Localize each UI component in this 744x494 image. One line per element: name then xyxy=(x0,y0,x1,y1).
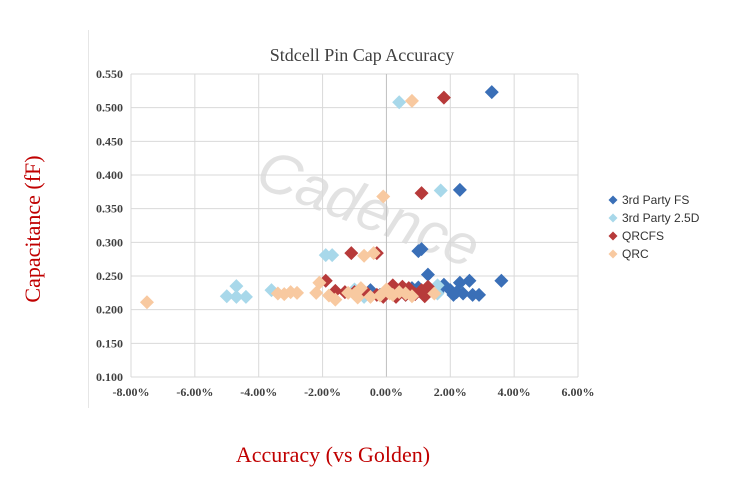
data-point xyxy=(392,95,407,110)
data-point xyxy=(494,273,509,288)
legend-marker xyxy=(608,195,618,205)
y-tick-label: 0.400 xyxy=(96,168,123,182)
x-tick-label: -8.00% xyxy=(113,385,150,399)
y-tick-label: 0.100 xyxy=(96,370,123,384)
data-point xyxy=(456,286,471,301)
data-point xyxy=(139,295,154,310)
y-tick-label: 0.550 xyxy=(96,67,123,81)
y-tick-label: 0.450 xyxy=(96,134,123,148)
data-point xyxy=(219,289,234,304)
x-tick-label: -4.00% xyxy=(240,385,277,399)
data-point xyxy=(404,93,419,108)
y-tick-label: 0.500 xyxy=(96,101,123,115)
data-point xyxy=(452,182,467,197)
legend-label: QRC xyxy=(622,247,649,261)
x-tick-label: -6.00% xyxy=(176,385,213,399)
legend-label: 3rd Party FS xyxy=(622,193,689,207)
data-point xyxy=(376,189,391,204)
x-axis-title: Accuracy (vs Golden) xyxy=(236,442,430,467)
x-tick-label: 4.00% xyxy=(498,385,531,399)
grid-lines xyxy=(130,73,579,378)
data-point xyxy=(404,289,419,304)
data-point xyxy=(344,246,359,261)
data-point xyxy=(484,85,499,100)
x-tick-label: 2.00% xyxy=(434,385,467,399)
y-tick-label: 0.250 xyxy=(96,269,123,283)
chart-title: Stdcell Pin Cap Accuracy xyxy=(270,45,454,65)
data-point xyxy=(436,90,451,105)
data-point xyxy=(414,186,429,201)
data-point xyxy=(462,273,477,288)
data-point xyxy=(379,282,394,297)
x-tick-label: 6.00% xyxy=(562,385,595,399)
legend-marker xyxy=(608,213,618,223)
legend-label: 3rd Party 2.5D xyxy=(622,211,700,225)
data-point xyxy=(427,286,442,301)
data-point xyxy=(229,279,244,294)
legend: 3rd Party FS 3rd Party 2.5D QRCFS QRC xyxy=(608,193,700,261)
legend-marker xyxy=(608,249,618,259)
y-tick-label: 0.300 xyxy=(96,235,123,249)
data-point xyxy=(238,289,253,304)
data-point xyxy=(420,267,435,282)
y-axis-title: Capacitance (fF) xyxy=(20,155,45,302)
data-point xyxy=(318,248,333,263)
data-point xyxy=(290,285,305,300)
data-points xyxy=(139,85,509,310)
x-tick-label: -2.00% xyxy=(304,385,341,399)
data-point xyxy=(472,287,487,302)
legend-label: QRCFS xyxy=(622,229,664,243)
axes xyxy=(131,74,578,378)
data-point xyxy=(433,183,448,198)
data-point xyxy=(411,244,426,259)
legend-marker xyxy=(608,231,618,241)
data-point xyxy=(357,248,372,263)
data-point xyxy=(229,289,244,304)
y-tick-label: 0.150 xyxy=(96,336,123,350)
x-tick-label: 0.00% xyxy=(370,385,403,399)
data-point xyxy=(350,290,365,305)
tick-labels: 0.100 0.150 0.200 0.250 0.300 0.350 0.400 0.450… xyxy=(96,67,595,399)
y-tick-label: 0.200 xyxy=(96,303,123,317)
y-tick-label: 0.350 xyxy=(96,202,123,216)
data-point xyxy=(363,289,378,304)
left-divider-rule xyxy=(88,30,89,408)
data-point xyxy=(414,283,429,298)
data-point xyxy=(446,287,461,302)
data-point xyxy=(312,275,327,290)
data-point xyxy=(328,292,343,307)
